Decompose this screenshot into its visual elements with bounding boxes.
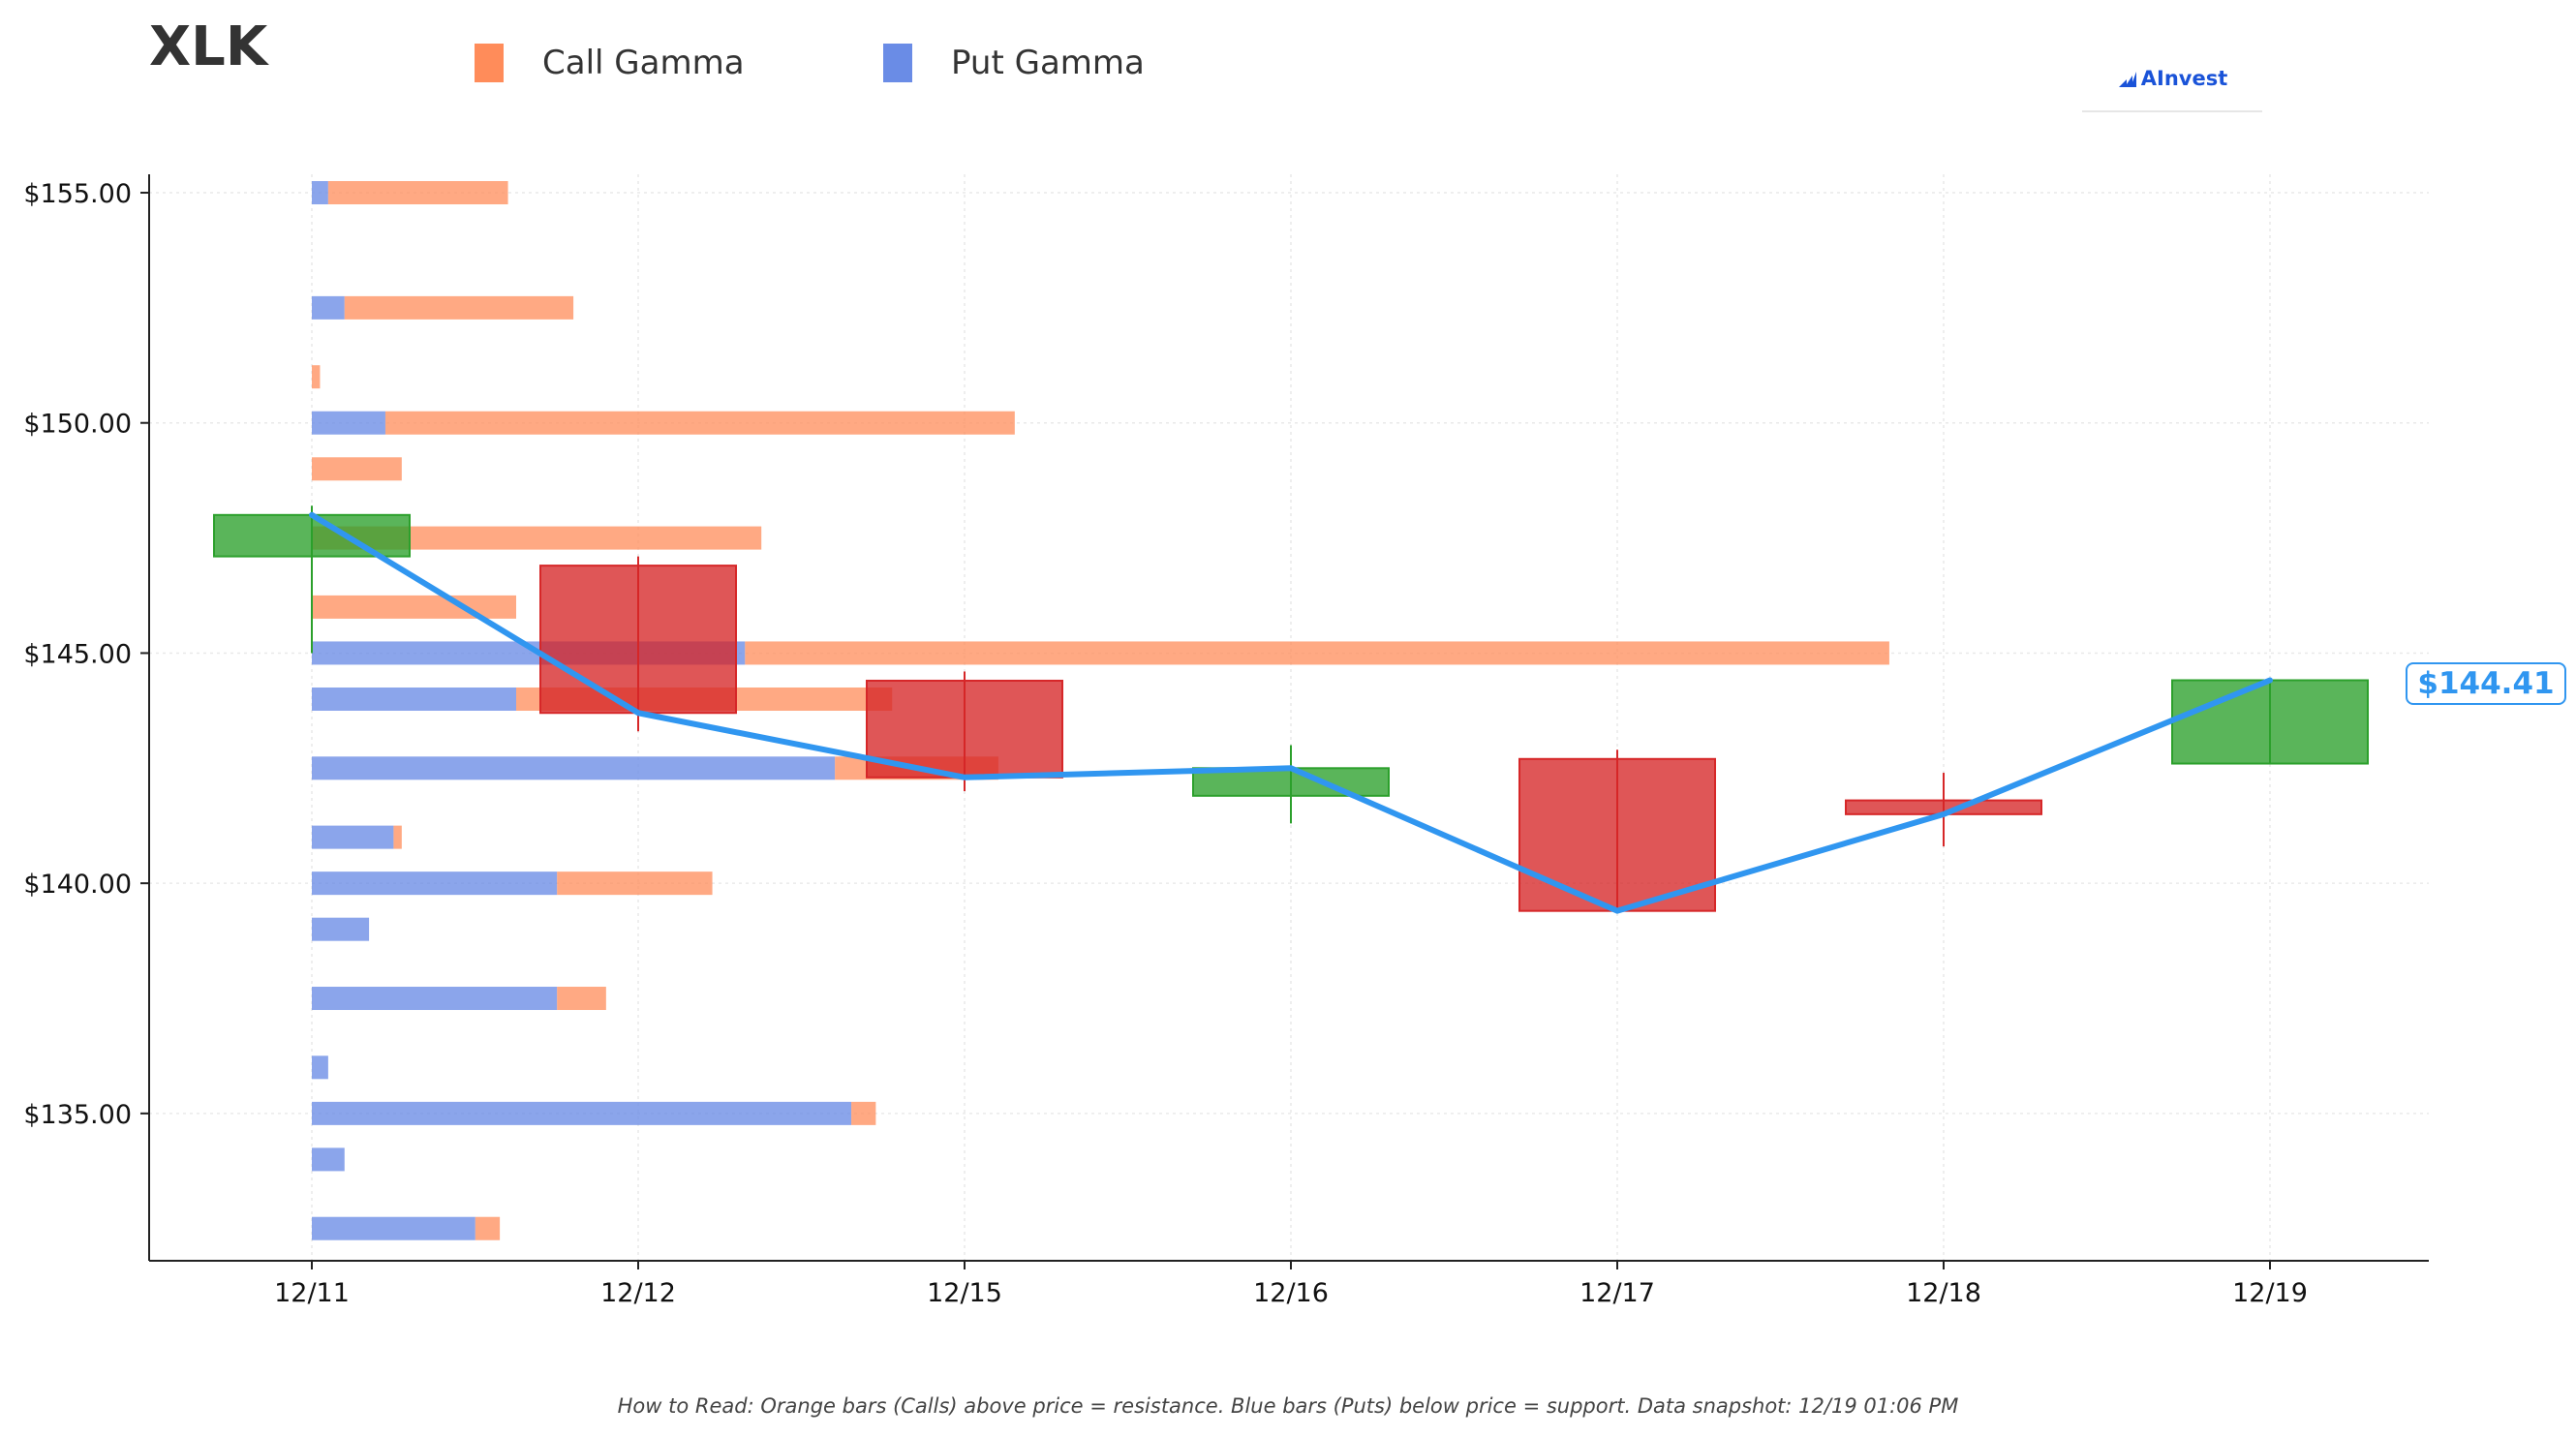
legend-label-call: Call Gamma bbox=[542, 44, 745, 82]
call-gamma-bar bbox=[344, 295, 574, 320]
axes: $135.00 $140.00 $145.00 $150.00 $155.00 12/11… bbox=[23, 174, 2429, 1308]
call-gamma-bar bbox=[745, 641, 1889, 665]
put-gamma-bar bbox=[312, 411, 385, 435]
put-gamma-bar bbox=[312, 756, 836, 780]
ainvest-logo: AInvest bbox=[2082, 46, 2262, 112]
legend-label-put: Put Gamma bbox=[951, 44, 1145, 82]
x-tick-label: 12/11 bbox=[274, 1278, 350, 1308]
x-tick-label: 12/18 bbox=[1906, 1278, 1981, 1308]
put-gamma-bar bbox=[312, 1055, 328, 1080]
price-line-layer bbox=[309, 511, 2273, 914]
y-tick-label: $140.00 bbox=[23, 870, 132, 900]
y-tick-label: $150.00 bbox=[23, 410, 132, 440]
ticker-title: XLK bbox=[149, 15, 268, 78]
candle-body bbox=[213, 513, 411, 558]
put-gamma-bar bbox=[312, 825, 394, 849]
candlesticks bbox=[213, 505, 2369, 912]
put-gamma-bar bbox=[312, 987, 558, 1011]
call-gamma-bar bbox=[312, 595, 516, 619]
ainvest-logo-text: AInvest bbox=[2140, 67, 2228, 90]
put-gamma-bar bbox=[312, 295, 345, 320]
candle-body bbox=[866, 679, 1063, 779]
x-tick-label: 12/12 bbox=[600, 1278, 676, 1308]
footnote: How to Read: Orange bars (Calls) above p… bbox=[617, 1394, 1959, 1418]
call-gamma-bar bbox=[475, 1216, 501, 1240]
legend-swatch-call bbox=[475, 44, 504, 82]
call-gamma-bar bbox=[557, 871, 713, 896]
call-gamma-bar bbox=[851, 1101, 876, 1125]
y-tick-label: $155.00 bbox=[23, 179, 132, 209]
call-gamma-bar bbox=[327, 181, 508, 205]
call-gamma-bar bbox=[557, 987, 606, 1011]
last-price-label: $144.41 bbox=[2406, 662, 2566, 705]
call-gamma-bar bbox=[384, 411, 1015, 435]
put-gamma-bar bbox=[312, 1101, 852, 1125]
x-tick-label: 12/15 bbox=[927, 1278, 1002, 1308]
call-gamma-bar bbox=[393, 825, 402, 849]
candle-body bbox=[2171, 679, 2369, 765]
candle-body bbox=[539, 565, 737, 715]
x-tick-label: 12/19 bbox=[2232, 1278, 2308, 1308]
candle-body bbox=[1518, 757, 1716, 912]
put-gamma-bar bbox=[312, 917, 370, 941]
grid-lines bbox=[149, 174, 2429, 1261]
call-gamma-bar bbox=[312, 457, 402, 481]
put-gamma-bar bbox=[312, 1147, 345, 1172]
legend-put-gamma: Put Gamma bbox=[883, 29, 1145, 97]
legend-swatch-put bbox=[883, 44, 912, 82]
y-tick-label: $135.00 bbox=[23, 1100, 132, 1130]
ainvest-logo-icon bbox=[2118, 72, 2136, 87]
put-gamma-bar bbox=[312, 687, 516, 711]
put-gamma-bar bbox=[312, 871, 558, 896]
gamma-bars bbox=[312, 181, 1889, 1240]
price-line bbox=[309, 511, 2273, 914]
x-tick-label: 12/16 bbox=[1253, 1278, 1329, 1308]
x-tick-label: 12/17 bbox=[1579, 1278, 1655, 1308]
legend-call-gamma: Call Gamma bbox=[475, 29, 745, 97]
put-gamma-bar bbox=[312, 1216, 475, 1240]
put-gamma-bar bbox=[312, 181, 328, 205]
y-tick-label: $145.00 bbox=[23, 639, 132, 669]
call-gamma-bar bbox=[312, 365, 321, 389]
